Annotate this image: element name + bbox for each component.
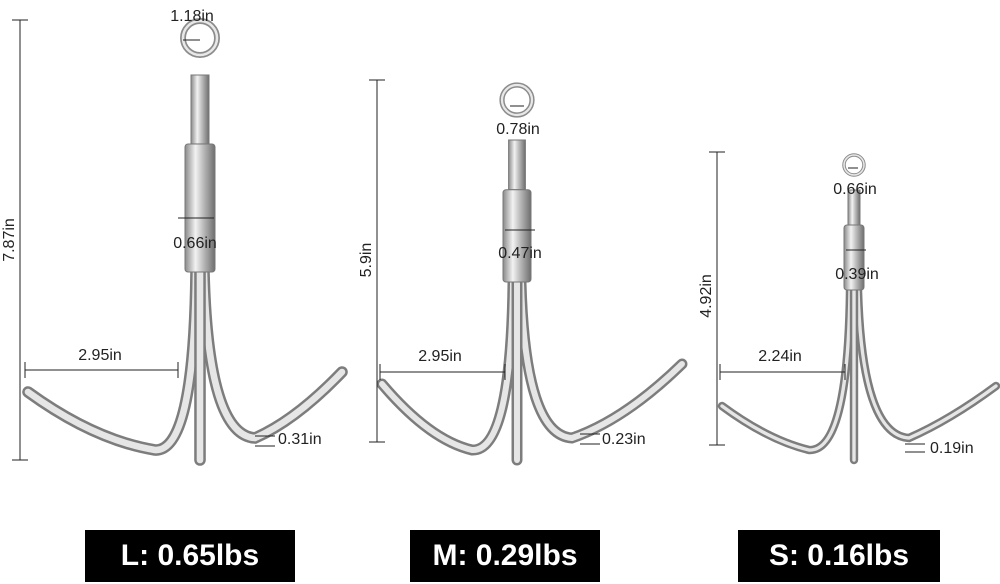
span-label: 2.24in bbox=[758, 348, 802, 365]
weight-label: L: 0.65lbs bbox=[121, 539, 259, 572]
span-label: 2.95in bbox=[78, 347, 122, 364]
anchor-part bbox=[24, 268, 200, 454]
anchor-part bbox=[843, 224, 865, 291]
eye-label: 0.78in bbox=[496, 121, 540, 138]
span-label: 2.95in bbox=[418, 348, 462, 365]
height-label: 5.9in bbox=[358, 243, 375, 278]
wire-label: 0.31in bbox=[278, 431, 322, 448]
anchor-part bbox=[376, 276, 519, 456]
anchor-part bbox=[518, 279, 685, 442]
shank-label: 0.39in bbox=[835, 266, 879, 283]
anchor-part bbox=[720, 288, 852, 452]
anchor-part bbox=[379, 279, 516, 453]
label-box bbox=[410, 530, 600, 582]
anchor-part bbox=[184, 143, 216, 273]
wire-label: 0.19in bbox=[930, 440, 974, 457]
eye-label: 0.66in bbox=[833, 181, 877, 198]
wire-label: 0.23in bbox=[602, 431, 646, 448]
weight-label: M: 0.29lbs bbox=[432, 539, 577, 572]
anchor-part bbox=[508, 139, 526, 191]
shank-label: 0.66in bbox=[173, 235, 217, 252]
anchor-part bbox=[190, 74, 210, 145]
height-label: 7.87in bbox=[1, 218, 18, 262]
eye-label: 1.18in bbox=[170, 8, 214, 25]
height-label: 4.92in bbox=[698, 274, 715, 318]
anchor-part bbox=[181, 19, 219, 57]
anchor-part bbox=[856, 288, 998, 440]
weight-label: S: 0.16lbs bbox=[769, 539, 909, 572]
anchor-part bbox=[843, 154, 865, 176]
dimension-lines bbox=[12, 19, 925, 461]
anchor-part bbox=[200, 268, 346, 442]
anchors bbox=[22, 18, 1000, 466]
shank-label: 0.47in bbox=[498, 245, 542, 262]
label-box bbox=[738, 530, 940, 582]
anchor-part bbox=[717, 285, 855, 455]
anchor-part bbox=[502, 189, 532, 283]
anchor-part bbox=[500, 83, 534, 117]
label-box bbox=[85, 530, 295, 582]
